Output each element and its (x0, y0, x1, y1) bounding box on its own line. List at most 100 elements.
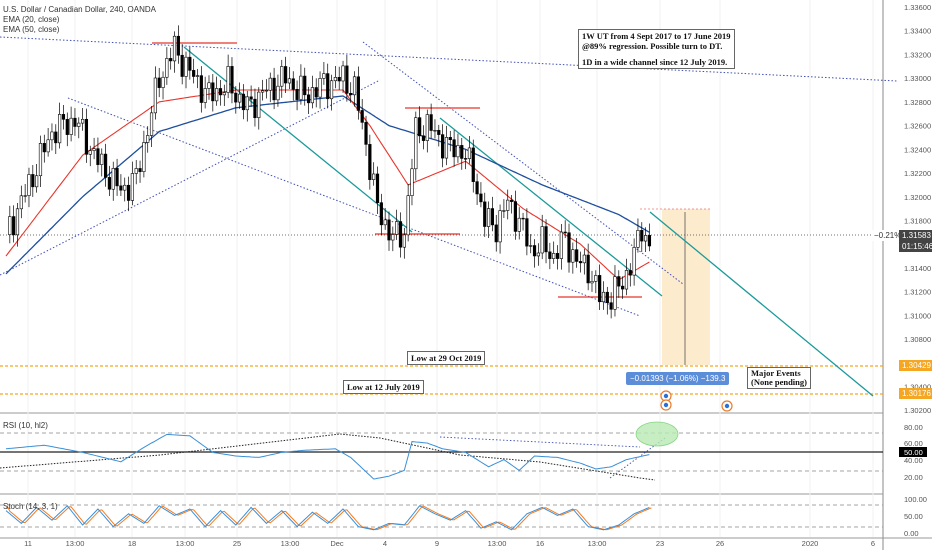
candle-body (582, 254, 586, 264)
candle-body (245, 96, 249, 111)
channel-support (0, 79, 381, 276)
price-tick-label: 1.31800 (904, 216, 931, 225)
candle-body (391, 234, 395, 241)
candle-body (153, 77, 157, 114)
candle-body (640, 230, 644, 242)
candle-body (58, 114, 62, 144)
candle-body (498, 210, 502, 243)
candle-body (165, 58, 169, 78)
countdown-tag: 01:15:46 (899, 241, 932, 252)
low-july-label[interactable]: Low at 12 July 2019 (343, 380, 424, 394)
candle-body (176, 35, 180, 56)
time-tick-label: 13:00 (176, 539, 195, 548)
candle-body (322, 73, 326, 79)
candle-body (218, 88, 223, 96)
candle-body (441, 134, 445, 159)
time-tick-label: 13:00 (488, 539, 507, 548)
time-tick-label: 6 (871, 539, 875, 548)
candle-body (444, 137, 449, 159)
candle-body (540, 226, 544, 254)
major-events-line: (None pending) (751, 377, 807, 387)
major-events-label[interactable]: Major Events (None pending) (747, 367, 811, 389)
candle-body (295, 89, 299, 100)
candle-body (368, 144, 372, 180)
legend-ema20: EMA (20, close) (3, 15, 60, 24)
candle-body (283, 66, 288, 84)
candle-body (100, 153, 104, 165)
candle-body (149, 112, 154, 136)
time-tick-label: 2020 (802, 539, 819, 548)
candle-body (517, 217, 521, 232)
candle-body (123, 184, 127, 191)
candle-body (521, 217, 525, 220)
candle-body (130, 173, 134, 201)
low-oct-label[interactable]: Low at 29 Oct 2019 (407, 351, 486, 365)
candle-body (506, 199, 510, 211)
candle-body (50, 131, 54, 141)
candle-body (598, 275, 602, 303)
candle-body (96, 148, 100, 165)
candle-body (372, 173, 376, 180)
candle-body (222, 92, 226, 96)
price-tick-label: 1.33200 (904, 50, 931, 59)
candle-body (402, 234, 406, 248)
time-tick-label: 13:00 (66, 539, 85, 548)
candle-body (571, 249, 575, 263)
candle-body (636, 230, 640, 248)
candle-body (494, 224, 498, 243)
candle-body (230, 66, 234, 94)
candle-body (548, 251, 552, 259)
candle-body (126, 184, 131, 201)
candle-body (169, 58, 173, 62)
candle-body (318, 78, 322, 98)
rsi-mid-label: 50.00 (904, 448, 923, 457)
candle-body (134, 168, 138, 174)
candle-body (483, 201, 487, 227)
price-tick-label: 1.30800 (904, 335, 931, 344)
rsi-tick-label: 80.00 (904, 423, 923, 432)
candle-body (559, 231, 563, 259)
legend-symbol: U.S. Dollar / Canadian Dollar, 240, OAND… (3, 5, 156, 14)
candle-body (471, 147, 475, 182)
candle-body (410, 168, 414, 196)
measure-range (662, 209, 710, 365)
candle-body (35, 175, 39, 188)
stoch-tick-label: 50.00 (904, 512, 923, 521)
current-price-tag: 1.31583 (899, 230, 932, 241)
stoch-d-line (6, 505, 652, 531)
analysis-note[interactable]: 1W UT from 4 Sept 2017 to 17 June 2019 @… (578, 29, 735, 69)
long-trendline (0, 36, 898, 82)
analysis-note-line: 1W UT from 4 Sept 2017 to 17 June 2019 (582, 31, 731, 41)
candle-body (429, 114, 433, 131)
candle-body (632, 247, 636, 276)
candle-body (46, 139, 50, 153)
candle-body (555, 253, 560, 259)
candle-body (567, 232, 571, 263)
candle-body (552, 253, 556, 259)
candle-body (272, 77, 276, 101)
candle-body (463, 158, 468, 160)
candle-body (490, 208, 495, 226)
stoch-tick-label: 0.00 (904, 529, 919, 538)
candle-body (8, 216, 12, 236)
price-tick-label: 1.31000 (904, 311, 931, 320)
candle-body (406, 195, 410, 236)
time-tick-label: Dec (330, 539, 344, 548)
candle-body (211, 82, 215, 102)
candle-body (398, 221, 403, 248)
candle-body (529, 245, 533, 247)
time-tick-label: 13:00 (588, 539, 607, 548)
candle-body (299, 75, 303, 100)
candle-body (563, 231, 567, 234)
price-tick-label: 1.31200 (904, 288, 931, 297)
candle-body (207, 82, 211, 89)
candle-body (88, 150, 92, 155)
candle-body (142, 142, 146, 172)
time-tick-label: 16 (536, 539, 544, 548)
candle-body (81, 118, 85, 124)
candle-body (383, 219, 387, 226)
candle-body (226, 66, 230, 93)
candle-body (452, 139, 456, 158)
